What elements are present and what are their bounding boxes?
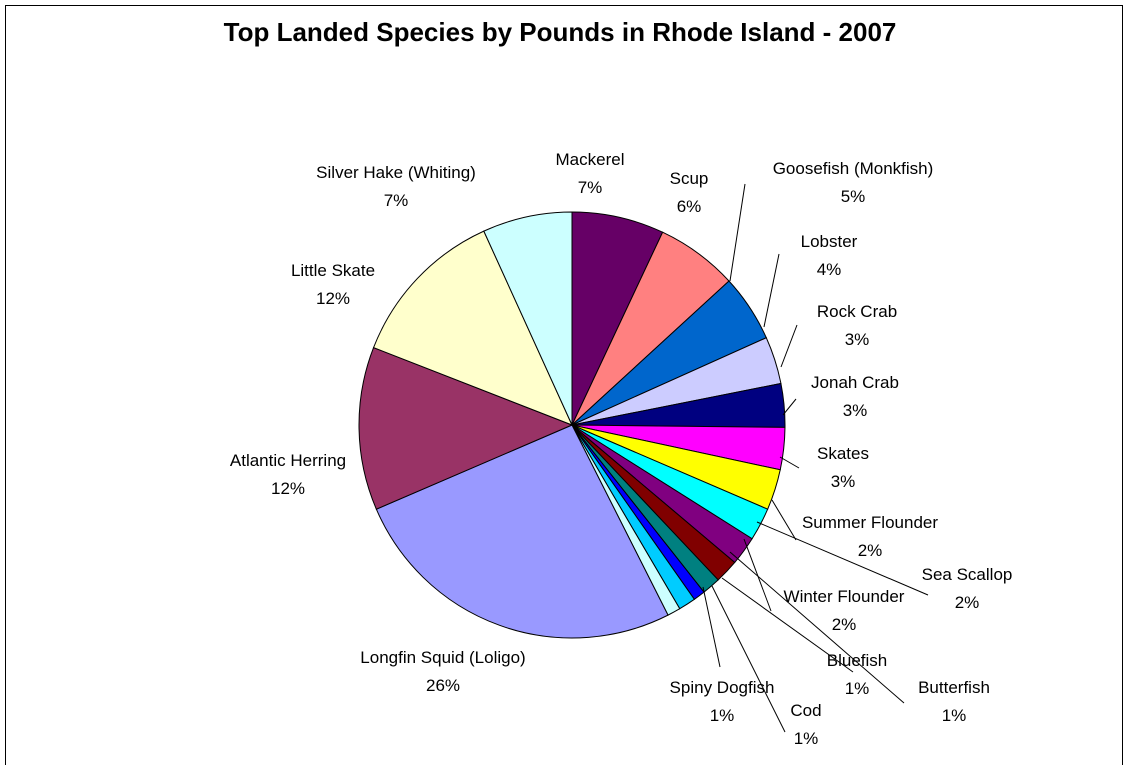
slice-label-atlantic-herring: Atlantic Herring — [230, 451, 346, 470]
slice-percent-cod: 1% — [794, 729, 819, 748]
leader-line-butterfish — [729, 551, 905, 704]
slice-label-lobster: Lobster — [801, 232, 858, 251]
slice-percent-rock-crab: 3% — [845, 330, 870, 349]
slice-percent-little-skate: 12% — [316, 289, 350, 308]
pie-slice-atlantic-herring — [358, 346, 574, 510]
leader-line-lobster — [763, 253, 780, 328]
leader-line-cod — [711, 585, 786, 733]
leader-line-sea-scallop — [756, 521, 929, 596]
slice-label-butterfish: Butterfish — [918, 678, 990, 697]
slice-percent-lobster: 4% — [817, 260, 842, 279]
slice-percent-mackerel: 7% — [578, 178, 603, 197]
slice-label-scup: Scup — [670, 169, 709, 188]
slice-percent-skates: 3% — [831, 472, 856, 491]
slice-percent-jonah-crab: 3% — [843, 401, 868, 420]
pie-slice-silver-hake-whiting — [483, 211, 573, 426]
slice-label-mackerel: Mackerel — [556, 150, 625, 169]
slice-label-longfin-squid-loligo: Longfin Squid (Loligo) — [360, 648, 525, 667]
slice-label-silver-hake-whiting: Silver Hake (Whiting) — [316, 163, 476, 182]
slice-label-spiny-dogfish: Spiny Dogfish — [670, 678, 775, 697]
pie-slice-little-skate — [372, 230, 573, 426]
leader-line-winter-flounder — [743, 538, 772, 612]
slice-percent-butterfish: 1% — [942, 706, 967, 725]
slice-percent-spiny-dogfish: 1% — [710, 706, 735, 725]
slice-percent-winter-flounder: 2% — [832, 615, 857, 634]
leader-line-jonah-crab — [782, 398, 797, 416]
slice-percent-sea-scallop: 2% — [955, 593, 980, 612]
leader-line-rock-crab — [780, 324, 798, 368]
slice-label-goosefish-monkfish: Goosefish (Monkfish) — [773, 159, 934, 178]
slice-percent-bluefish: 1% — [845, 679, 870, 698]
slice-label-rock-crab: Rock Crab — [817, 302, 897, 321]
slice-percent-longfin-squid-loligo: 26% — [426, 676, 460, 695]
leader-line-spiny-dogfish — [702, 586, 721, 668]
leader-line-skates — [779, 456, 800, 469]
slice-label-bluefish: Bluefish — [827, 651, 887, 670]
leader-line-bluefish — [721, 577, 854, 673]
slice-label-winter-flounder: Winter Flounder — [784, 587, 905, 606]
slice-label-summer-flounder: Summer Flounder — [802, 513, 938, 532]
slice-label-cod: Cod — [790, 701, 821, 720]
slice-percent-scup: 6% — [677, 197, 702, 216]
slice-percent-silver-hake-whiting: 7% — [384, 191, 409, 210]
chart-title: Top Landed Species by Pounds in Rhode Is… — [223, 17, 897, 47]
leader-line-summer-flounder — [771, 499, 797, 541]
slice-label-sea-scallop: Sea Scallop — [922, 565, 1013, 584]
slice-percent-atlantic-herring: 12% — [271, 479, 305, 498]
slice-label-jonah-crab: Jonah Crab — [811, 373, 899, 392]
slice-percent-goosefish-monkfish: 5% — [841, 187, 866, 206]
leader-line-goosefish-monkfish — [729, 183, 746, 282]
slice-percent-summer-flounder: 2% — [858, 541, 883, 560]
slice-label-little-skate: Little Skate — [291, 261, 375, 280]
slice-label-skates: Skates — [817, 444, 869, 463]
